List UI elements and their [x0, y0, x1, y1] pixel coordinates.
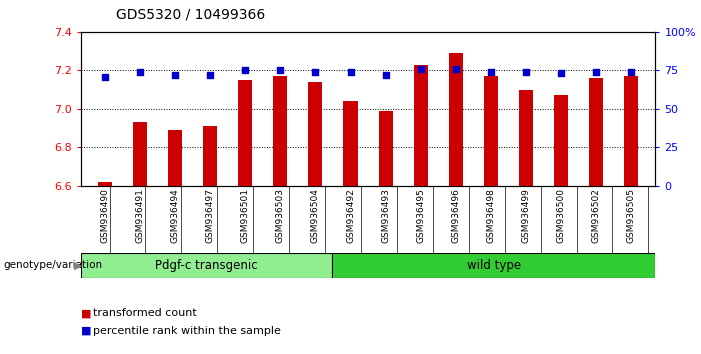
- Bar: [379, 111, 393, 186]
- Text: GSM936492: GSM936492: [346, 188, 355, 242]
- Bar: [519, 90, 533, 186]
- Point: [345, 69, 356, 75]
- Bar: [343, 101, 358, 186]
- Bar: [203, 126, 217, 186]
- Text: ■: ■: [81, 308, 91, 318]
- Bar: [414, 64, 428, 186]
- Bar: [484, 76, 498, 186]
- Point: [310, 69, 321, 75]
- Point: [205, 72, 216, 78]
- Bar: [81, 253, 332, 278]
- Text: GSM936502: GSM936502: [592, 188, 600, 243]
- Text: GSM936496: GSM936496: [451, 188, 460, 243]
- Text: GSM936495: GSM936495: [416, 188, 425, 243]
- Text: percentile rank within the sample: percentile rank within the sample: [93, 326, 281, 336]
- Bar: [273, 76, 287, 186]
- Text: GSM936505: GSM936505: [627, 188, 635, 243]
- Point: [275, 68, 286, 73]
- Point: [415, 66, 426, 72]
- Bar: [168, 130, 182, 186]
- Bar: [98, 182, 112, 186]
- Point: [625, 69, 637, 75]
- Text: ■: ■: [81, 326, 91, 336]
- Bar: [554, 95, 568, 186]
- Point: [555, 70, 566, 76]
- Text: Pdgf-c transgenic: Pdgf-c transgenic: [155, 259, 258, 272]
- Text: GSM936493: GSM936493: [381, 188, 390, 243]
- Text: ▶: ▶: [74, 261, 82, 270]
- Text: GSM936498: GSM936498: [486, 188, 495, 243]
- Text: genotype/variation: genotype/variation: [4, 261, 102, 270]
- Text: wild type: wild type: [467, 259, 521, 272]
- Text: GSM936490: GSM936490: [101, 188, 109, 243]
- Text: GSM936491: GSM936491: [136, 188, 144, 243]
- Point: [590, 69, 601, 75]
- Text: GSM936497: GSM936497: [206, 188, 215, 243]
- Text: GSM936494: GSM936494: [171, 188, 179, 242]
- Bar: [238, 80, 252, 186]
- Point: [100, 74, 111, 79]
- Text: GSM936500: GSM936500: [557, 188, 565, 243]
- Text: GSM936501: GSM936501: [241, 188, 250, 243]
- Point: [520, 69, 531, 75]
- Bar: [589, 78, 603, 186]
- Text: GSM936504: GSM936504: [311, 188, 320, 243]
- Text: GDS5320 / 10499366: GDS5320 / 10499366: [116, 7, 265, 21]
- Bar: [133, 122, 147, 186]
- Point: [450, 66, 461, 72]
- Point: [485, 69, 496, 75]
- Text: transformed count: transformed count: [93, 308, 197, 318]
- Bar: [332, 253, 655, 278]
- Bar: [308, 82, 322, 186]
- Point: [240, 68, 251, 73]
- Bar: [624, 76, 638, 186]
- Point: [380, 72, 391, 78]
- Text: GSM936499: GSM936499: [522, 188, 530, 243]
- Text: GSM936503: GSM936503: [276, 188, 285, 243]
- Point: [135, 69, 146, 75]
- Point: [170, 72, 181, 78]
- Bar: [449, 53, 463, 186]
